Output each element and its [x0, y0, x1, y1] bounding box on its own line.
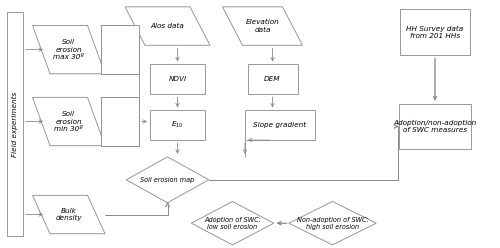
- Text: Adoption of SWC:
low soil erosion: Adoption of SWC: low soil erosion: [204, 217, 261, 230]
- Text: $E_{10}$: $E_{10}$: [171, 120, 184, 130]
- Text: Soil
erosion
min 30º: Soil erosion min 30º: [54, 111, 83, 132]
- FancyBboxPatch shape: [150, 110, 205, 140]
- FancyBboxPatch shape: [245, 110, 315, 140]
- Polygon shape: [222, 7, 302, 45]
- Text: Adoption/non-adoption
of SWC measures: Adoption/non-adoption of SWC measures: [394, 120, 476, 133]
- Text: Slope gradient: Slope gradient: [254, 122, 306, 128]
- FancyBboxPatch shape: [101, 26, 138, 74]
- Text: Field experiments: Field experiments: [12, 91, 18, 157]
- FancyBboxPatch shape: [101, 26, 138, 74]
- FancyBboxPatch shape: [101, 97, 138, 146]
- Polygon shape: [289, 201, 376, 245]
- Text: HH Survey data
from 201 HHs: HH Survey data from 201 HHs: [406, 26, 464, 39]
- FancyBboxPatch shape: [150, 64, 205, 94]
- FancyBboxPatch shape: [7, 12, 23, 236]
- FancyBboxPatch shape: [248, 64, 298, 94]
- Text: Elevation
data: Elevation data: [246, 19, 280, 33]
- Text: NDVI: NDVI: [168, 76, 186, 82]
- Text: Bulk
density: Bulk density: [56, 208, 82, 221]
- Text: Soil erosion map: Soil erosion map: [140, 177, 194, 183]
- Polygon shape: [191, 201, 274, 245]
- Polygon shape: [125, 7, 210, 45]
- Text: Soil
erosion
max 30º: Soil erosion max 30º: [54, 39, 84, 60]
- Text: Non-adoption of SWC:
high soil erosion: Non-adoption of SWC: high soil erosion: [296, 217, 368, 230]
- Polygon shape: [126, 157, 209, 203]
- FancyBboxPatch shape: [399, 104, 471, 149]
- FancyBboxPatch shape: [400, 9, 470, 55]
- Polygon shape: [32, 25, 105, 74]
- Text: Alos data: Alos data: [150, 23, 184, 29]
- Polygon shape: [32, 97, 105, 146]
- Text: DEM: DEM: [264, 76, 281, 82]
- FancyBboxPatch shape: [101, 97, 138, 146]
- Polygon shape: [32, 195, 105, 234]
